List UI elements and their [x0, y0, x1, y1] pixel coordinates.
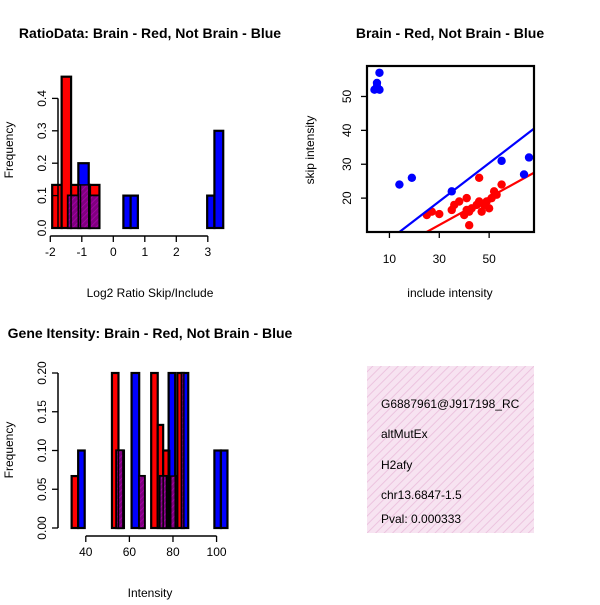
scatter-x-tick-label-2: 50 — [482, 252, 496, 266]
ratio-bar-notbrain-4 — [129, 194, 139, 230]
ratio-y-label: Frequency — [2, 122, 16, 179]
scatter-point-notbrain-9 — [519, 170, 529, 179]
scatter-point-notbrain-5 — [395, 180, 404, 189]
intensity-bar-overlap-7 — [180, 372, 185, 529]
scatter-point-brain-8 — [462, 193, 471, 203]
intensity-x-tick-label-2: 80 — [166, 545, 180, 559]
intensity-y-tick-label-3: 0.15 — [35, 400, 49, 424]
scatter-point-brain-21 — [497, 180, 506, 189]
scatter-fit-line-notbrain — [398, 127, 534, 232]
ratio-x-tick-label-5: 3 — [204, 245, 211, 259]
intensity-bar-notbrain-2 — [130, 371, 141, 530]
scatter-x-tick-label-0: 10 — [383, 252, 397, 266]
ratio-y-tick-label-2: 0.2 — [35, 155, 49, 172]
ratio-x-tick-label-2: 0 — [110, 245, 117, 259]
scatter-point-brain-10 — [464, 221, 474, 230]
ratio-bar-overlap-1 — [70, 194, 80, 229]
intensity-y-label: Frequency — [2, 422, 16, 479]
scatter-point-notbrain-2 — [372, 78, 382, 88]
intensity-scatter-plot: 10 30 50 20 30 40 50 — [340, 64, 536, 266]
ratio-chart-title: RatioData: Brain - Red, Not Brain - Blue — [19, 25, 281, 41]
ratio-y-tick-label-0: 0.0 — [35, 219, 49, 236]
intensity-y-tick-label-1: 0.05 — [35, 477, 49, 501]
scatter-point-brain-14 — [477, 207, 486, 216]
ratio-bar-overlap-5 — [89, 194, 100, 229]
ratio-x-tick-label-4: 2 — [173, 245, 180, 259]
info-event-type: altMutEx — [381, 427, 428, 441]
scatter-fit-line-brain — [424, 171, 534, 232]
ratio-x-tick-label-0: -2 — [45, 245, 56, 259]
scatter-y-tick-label-0: 20 — [340, 191, 354, 205]
scatter-plot-frame — [365, 64, 536, 234]
intensity-bar-overlap-6 — [170, 475, 176, 529]
scatter-point-notbrain-4 — [375, 85, 384, 94]
info-panel: G6887961@J917198_RC altMutEx H2afy chr13… — [367, 366, 534, 533]
scatter-point-brain-17 — [484, 204, 494, 213]
info-location: chr13.6847-1.5 — [381, 488, 462, 502]
info-pval: Pval: 0.000333 — [381, 512, 461, 526]
scatter-plot-area — [370, 68, 534, 232]
scatter-y-label: skip intensity — [303, 116, 317, 185]
ratio-bar-overlap-3 — [79, 184, 90, 229]
scatter-y-tick-label-1: 30 — [340, 157, 354, 171]
scatter-point-notbrain-10 — [524, 153, 534, 162]
intensity-bar-notbrain-0 — [77, 449, 86, 530]
intensity-bar-overlap-2 — [138, 475, 146, 529]
intensity-bar-overlap-1 — [117, 449, 124, 529]
info-panel-background — [367, 366, 534, 533]
ratio-x-tick-label-1: -1 — [76, 245, 87, 259]
scatter-chart-title: Brain - Red, Not Brain - Blue — [356, 25, 544, 41]
intensity-histogram: 40 60 80 100 0.00 0.05 0.10 0.15 0.20 — [35, 361, 229, 559]
intensity-bar-overlap-5 — [167, 449, 171, 529]
scatter-point-brain-5 — [455, 197, 464, 206]
info-id-line: G6887961@J917198_RC — [381, 397, 520, 411]
info-gene: H2afy — [381, 458, 412, 472]
intensity-bar-overlap-4 — [162, 475, 168, 529]
intensity-x-tick-label-0: 40 — [79, 545, 93, 559]
ratio-x-tick-label-3: 1 — [141, 245, 148, 259]
ratio-bar-notbrain-6 — [213, 129, 225, 230]
scatter-point-brain-22 — [474, 173, 484, 182]
ratio-y-tick-label-3: 0.3 — [35, 122, 49, 139]
scatter-point-notbrain-3 — [375, 68, 384, 77]
intensity-chart-title: Gene Itensity: Brain - Red, Not Brain - … — [8, 325, 293, 341]
scatter-x-label: include intensity — [407, 286, 492, 300]
scatter-y-tick-label-2: 40 — [340, 123, 354, 137]
scatter-point-brain-2 — [435, 209, 444, 219]
scatter-y-tick-label-3: 50 — [340, 89, 354, 103]
intensity-y-tick-label-2: 0.10 — [35, 438, 49, 462]
scatter-point-notbrain-6 — [407, 173, 417, 182]
scatter-point-notbrain-8 — [497, 156, 506, 166]
ratio-x-label: Log2 Ratio Skip/Include — [87, 286, 214, 300]
intensity-y-tick-label-0: 0.00 — [35, 516, 49, 540]
ratio-histogram: -2 -1 0 1 2 3 0.0 0.1 0.2 0.3 0.4 — [35, 75, 225, 259]
intensity-x-tick-label-1: 60 — [123, 545, 137, 559]
intensity-bar-notbrain-8 — [219, 449, 229, 530]
ratio-bar-brain-1 — [60, 75, 73, 230]
scatter-x-tick-label-1: 30 — [433, 252, 447, 266]
ratio-bar-brain-0 — [51, 183, 63, 230]
ratio-y-tick-label-1: 0.1 — [35, 187, 49, 204]
intensity-x-tick-label-3: 100 — [207, 545, 227, 559]
intensity-y-tick-label-4: 0.20 — [35, 361, 49, 385]
ratio-y-tick-label-4: 0.4 — [35, 90, 49, 107]
intensity-x-label: Intensity — [128, 586, 173, 600]
